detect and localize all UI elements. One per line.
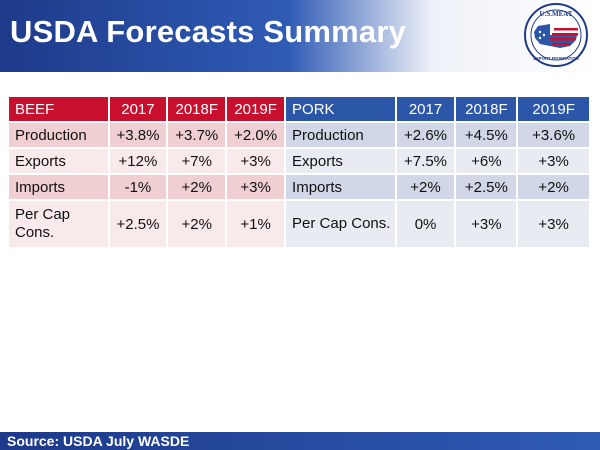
table-row: Exports +7.5% +6% +3% (286, 148, 591, 175)
table-cell: +12% (108, 148, 169, 175)
table-cell: +3.8% (108, 122, 169, 149)
table-cell: 0% (395, 200, 457, 249)
table-row: Per Cap Cons. +2.5% +2% +1% (9, 200, 287, 249)
table-cell: +2.5% (108, 200, 169, 249)
table-row: Production +2.6% +4.5% +3.6% (286, 122, 591, 149)
source-note: Source: USDA July WASDE (7, 433, 190, 449)
pork-table: PORK 2017 2018F 2019F Production +2.6% +… (286, 97, 591, 249)
table-row: Exports +12% +7% +3% (9, 148, 287, 175)
table-cell: +3% (226, 174, 287, 201)
table-cell: +6% (455, 148, 519, 175)
row-label: Per Cap Cons. (9, 200, 110, 249)
logo-top-text: U.S.MEAT (540, 10, 573, 18)
beef-header-2017: 2017 (108, 97, 169, 123)
table-row: Imports -1% +2% +3% (9, 174, 287, 201)
row-label: Production (9, 122, 110, 149)
table-cell: +3% (517, 148, 591, 175)
beef-header-2018f: 2018F (167, 97, 228, 123)
pork-header-2017: 2017 (395, 97, 457, 123)
footer-bar: Source: USDA July WASDE (0, 432, 600, 450)
table-cell: +7% (167, 148, 228, 175)
table-row: Imports +2% +2.5% +2% (286, 174, 591, 201)
table-row: Production +3.8% +3.7% +2.0% (9, 122, 287, 149)
table-cell: +3.6% (517, 122, 591, 149)
row-label: Imports (9, 174, 110, 201)
table-cell: +7.5% (395, 148, 457, 175)
table-cell: +2.5% (455, 174, 519, 201)
table-cell: +2.0% (226, 122, 287, 149)
beef-header-row: BEEF 2017 2018F 2019F (9, 97, 287, 123)
slide-title: USDA Forecasts Summary (10, 14, 407, 49)
table-cell: +2.6% (395, 122, 457, 149)
logo-bottom-text: EXPORT FEDERATION (533, 56, 578, 61)
row-label: Imports (286, 174, 397, 201)
table-cell: +4.5% (455, 122, 519, 149)
title-banner: USDA Forecasts Summary U.S.MEAT EXPORT F… (0, 0, 600, 72)
beef-header-2019f: 2019F (226, 97, 287, 123)
row-label: Exports (9, 148, 110, 175)
table-row: Per Cap Cons. 0% +3% +3% (286, 200, 591, 249)
table-cell: +2% (167, 200, 228, 249)
pork-header-2019f: 2019F (517, 97, 591, 123)
table-cell: +2% (517, 174, 591, 201)
table-cell: -1% (108, 174, 169, 201)
table-cell: +2% (167, 174, 228, 201)
table-cell: +2% (395, 174, 457, 201)
pork-header-row: PORK 2017 2018F 2019F (286, 97, 591, 123)
table-cell: +3% (226, 148, 287, 175)
table-cell: +3% (455, 200, 519, 249)
row-label: Exports (286, 148, 397, 175)
table-cell: +1% (226, 200, 287, 249)
row-label: Per Cap Cons. (286, 200, 397, 249)
table-cell: +3.7% (167, 122, 228, 149)
row-label: Production (286, 122, 397, 149)
pork-header-label: PORK (286, 97, 397, 123)
pork-header-2018f: 2018F (455, 97, 519, 123)
forecast-tables: BEEF 2017 2018F 2019F Production +3.8% +… (9, 97, 591, 249)
table-cell: +3% (517, 200, 591, 249)
usmef-logo: U.S.MEAT EXPORT FEDERATION (524, 3, 588, 67)
beef-table: BEEF 2017 2018F 2019F Production +3.8% +… (9, 97, 287, 249)
beef-header-label: BEEF (9, 97, 110, 123)
